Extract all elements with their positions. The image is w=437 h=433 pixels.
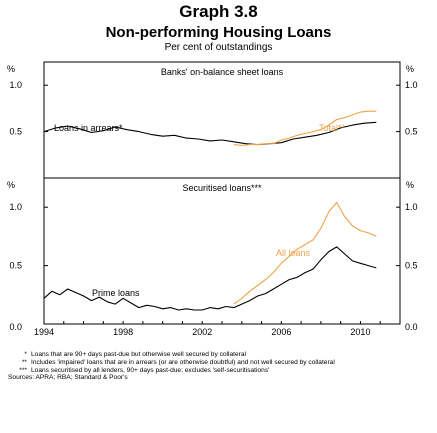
footnote: * Loans that are 90+ days past-due but o… (8, 351, 433, 359)
panel-frame-2 (43, 177, 401, 325)
x-tick-label: 1998 (113, 327, 133, 337)
chart-svg: % % Banks' on-balance sheet loans 0.5 0.5 1.0… (7, 61, 418, 337)
y-tick-label: 1.0 (405, 80, 418, 90)
footnote-text: Includes 'impaired' loans that are in ar… (31, 358, 335, 366)
series-prime-loans (43, 246, 377, 311)
footnote-text: Loans securitised by all lenders, 90+ da… (31, 366, 270, 374)
y-unit-right: % (406, 64, 414, 74)
label-all-loans: All loans (276, 248, 311, 258)
label-total: Total** (319, 123, 346, 133)
y-tick-label: 0.5 (9, 261, 22, 271)
x-tick-label: 1994 (34, 327, 54, 337)
series-total (233, 110, 377, 147)
chart-title: Non-performing Housing Loans (105, 24, 332, 41)
y-tick-label: 0.0 (9, 322, 22, 332)
panel-frame-1 (43, 61, 401, 179)
x-tick-label: 2010 (350, 327, 370, 337)
y-tick-label: 1.0 (9, 80, 22, 90)
sources: Sources: APRA; RBA; Standard & Poor's (8, 374, 128, 382)
y-tick-label: 0.5 (405, 261, 418, 271)
footnote-text: Loans that are 90+ days past-due but oth… (31, 351, 246, 358)
panel-title: Banks' on-balance sheet loans (161, 67, 284, 77)
label-prime-loans: Prime loans (92, 288, 140, 298)
x-tick-label: 2002 (192, 327, 212, 337)
x-tick-label: 2006 (271, 327, 291, 337)
footnote: *** Loans securitised by all lenders, 90… (8, 367, 433, 375)
y-unit-left: % (7, 180, 15, 190)
series-loans-in-arrears (43, 121, 377, 146)
y-tick-label: 0.5 (405, 127, 418, 137)
footnote-mark: ** (21, 358, 27, 366)
chart-subtitle: Per cent of outstandings (164, 42, 273, 53)
panel-title: Securitised loans*** (182, 183, 262, 193)
footnote: ** Includes 'impaired' loans that are in… (8, 359, 433, 367)
label-loans-in-arrears: Loans in arrears* (54, 123, 123, 133)
y-unit-left: % (7, 64, 15, 74)
series-all-loans (233, 201, 377, 305)
y-tick-label: 1.0 (405, 202, 418, 212)
graph-number: Graph 3.8 (179, 2, 258, 21)
y-tick-label: 0.0 (405, 322, 418, 332)
y-tick-label: 0.5 (9, 127, 22, 137)
footnotes: * Loans that are 90+ days past-due but o… (8, 351, 433, 382)
y-tick-label: 1.0 (9, 202, 22, 212)
y-unit-right: % (406, 180, 414, 190)
footnote-mark: *** (19, 366, 27, 374)
footnote-mark: * (24, 351, 27, 358)
